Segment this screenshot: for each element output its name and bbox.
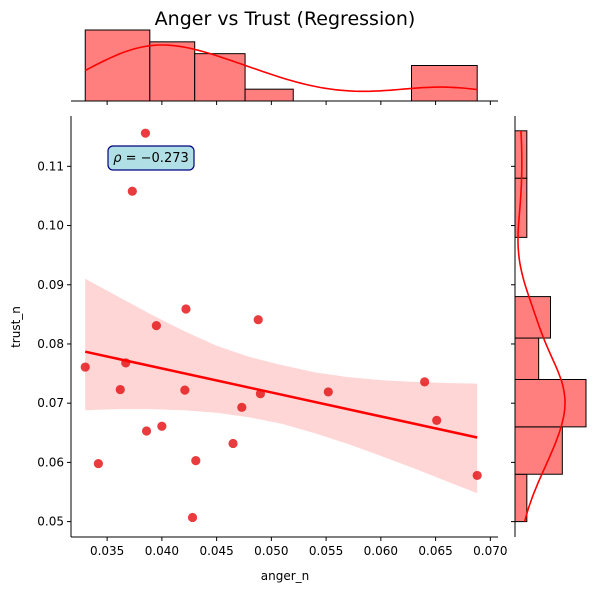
scatter-point	[80, 362, 90, 372]
x-hist-bar	[194, 53, 246, 102]
y-marginal-histogram	[511, 116, 587, 537]
x-marginal-histogram	[71, 29, 498, 105]
scatter-point	[157, 421, 167, 431]
scatter-point	[127, 186, 137, 196]
x-tick-label: 0.045	[199, 544, 233, 558]
scatter-point	[181, 304, 191, 314]
x-tick-label: 0.065	[418, 544, 452, 558]
scatter-point	[237, 402, 247, 412]
y-tick-label: 0.08	[37, 337, 64, 351]
correlation-annotation: ρ = −0.273	[107, 145, 195, 171]
x-hist-bar	[411, 65, 478, 102]
scatter-point	[151, 321, 161, 331]
scatter-point	[141, 426, 152, 436]
y-axis-label: trust_n	[9, 306, 23, 348]
scatter-point	[228, 438, 238, 449]
y-tick-label: 0.05	[37, 515, 64, 529]
scatter-point	[187, 512, 198, 523]
x-tick-label: 0.035	[90, 544, 124, 558]
x-tick-label: 0.070	[473, 544, 507, 558]
y-hist-bar	[514, 296, 551, 339]
x-tick-label: 0.060	[364, 544, 398, 558]
scatter-plot-area: 0.035 0.040 0.045 0.050 0.055 0.060 0.065 0.070…	[37, 116, 508, 558]
scatter-point	[140, 128, 151, 138]
y-hist-bar	[514, 337, 540, 380]
x-tick-label: 0.040	[145, 544, 179, 558]
scatter-point	[323, 387, 333, 397]
regression-line	[84, 350, 478, 439]
x-axis-label: anger_n	[261, 569, 310, 583]
x-hist-bar	[244, 88, 294, 102]
svg-text:ρ = −0.273: ρ = −0.273	[113, 151, 189, 166]
y-tick-label: 0.07	[37, 396, 64, 410]
y-tick-label: 0.09	[37, 278, 64, 292]
confidence-band	[85, 278, 478, 494]
x-tick-label: 0.050	[254, 544, 288, 558]
scatter-point	[191, 456, 201, 466]
scatter-point	[180, 385, 190, 395]
annotation-rho: ρ	[113, 151, 122, 166]
y-tick-label: 0.10	[37, 219, 64, 233]
scatter-point	[115, 384, 125, 395]
x-kde-line	[84, 44, 478, 93]
y-tick-label: 0.06	[37, 455, 64, 469]
y-tick-label: 0.11	[37, 159, 64, 173]
chart-title: Anger vs Trust (Regression)	[155, 8, 416, 30]
annotation-value: = −0.273	[121, 151, 188, 166]
scatter-point	[420, 377, 430, 387]
x-hist-bar	[149, 41, 196, 102]
scatter-point	[253, 315, 263, 325]
x-tick-label: 0.055	[309, 544, 343, 558]
scatter-point	[432, 415, 442, 425]
y-hist-bar	[514, 426, 563, 475]
y-hist-bar	[514, 378, 587, 428]
annotation-box	[107, 145, 195, 171]
y-hist-bar	[514, 473, 528, 523]
y-kde-line	[517, 130, 566, 522]
scatter-point	[472, 470, 482, 481]
scatter-point	[93, 458, 103, 469]
